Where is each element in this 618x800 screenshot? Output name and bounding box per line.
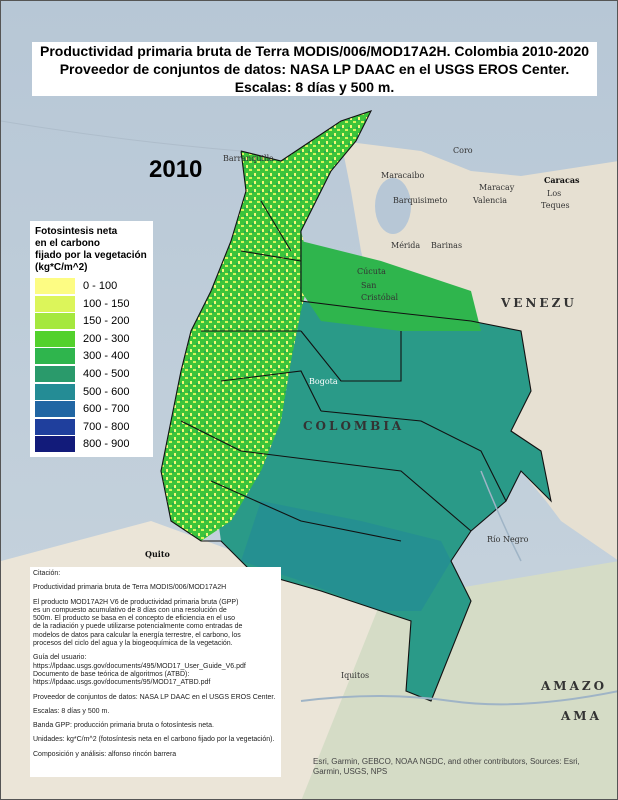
legend-item: 150 - 200 <box>35 313 153 330</box>
label-colombia: COLOMBIA <box>303 419 405 433</box>
legend-title-line: fijado por la vegetación <box>35 250 147 261</box>
legend-label: 0 - 100 <box>83 280 118 292</box>
legend-swatch <box>35 313 75 330</box>
label-merida: Mérida <box>391 241 421 250</box>
citation-line: 500m. El producto se basa en el concepto… <box>33 615 235 623</box>
label-san-cristobal-1: San <box>361 281 377 290</box>
label-rio-negro: Río Negro <box>487 535 529 544</box>
lake-maracaibo <box>375 178 411 234</box>
label-iquitos: Iquitos <box>341 671 370 680</box>
credits-line: Esri, Garmin, GEBCO, NOAA NGDC, and othe… <box>313 757 580 766</box>
citation-line: Escalas: 8 días y 500 m. <box>33 707 110 715</box>
legend-item: 800 - 900 <box>35 436 153 453</box>
map-title: Productividad primaria bruta de Terra MO… <box>32 42 597 96</box>
label-amazonas-2: AMA <box>561 709 602 723</box>
legend-label: 300 - 400 <box>83 350 130 363</box>
legend-title-line: (kg*C/m^2) <box>35 262 88 273</box>
label-cucuta: Cúcuta <box>357 267 386 276</box>
colombia-east-dark <box>241 501 451 611</box>
title-line-2: Proveedor de conjuntos de datos: NASA LP… <box>59 61 570 77</box>
llanos-green <box>301 241 481 331</box>
citation-line: procesos del ciclo del agua y la biogeoq… <box>33 640 233 648</box>
legend-item: 400 - 500 <box>35 366 153 382</box>
colombia-east <box>211 301 551 701</box>
legend-title-line: en el carbono <box>35 238 101 249</box>
citation-line: https://lpdaac.usgs.gov/documents/495/MO… <box>33 662 246 670</box>
credits-line: Garmin, USGS, NPS <box>313 767 388 776</box>
label-barquisimeto: Barquisimeto <box>393 196 448 205</box>
legend-title-line: Fotosintesis neta <box>35 226 118 237</box>
legend-swatch <box>35 383 75 400</box>
legend-item: 0 - 100 <box>35 278 153 294</box>
legend-item: 500 - 600 <box>35 383 153 400</box>
citation-line: https://lpdaac.usgs.gov/documents/95/MOD… <box>33 679 211 687</box>
legend-swatch <box>35 418 75 435</box>
citation-line: de la radiación y puede utilizarse poten… <box>33 623 243 631</box>
label-los-teques-1: Los <box>547 189 562 198</box>
legend-swatch <box>35 436 75 453</box>
legend-item: 300 - 400 <box>35 348 153 365</box>
label-barinas: Barinas <box>431 241 463 250</box>
legend-swatch <box>35 366 75 382</box>
credits: Esri, Garmin, GEBCO, NOAA NGDC, and othe… <box>313 757 613 777</box>
label-maracaibo: Maracaibo <box>381 171 425 180</box>
label-venezuela: VENEZU <box>501 296 577 310</box>
legend-item: 200 - 300 <box>35 330 153 347</box>
label-valencia: Valencia <box>473 196 508 205</box>
citation-line: El producto MOD17A2H V6 de productividad… <box>33 598 239 606</box>
legend-title: Fotosintesis neta en el carbono fijado p… <box>30 221 153 274</box>
label-bogota: Bogota <box>309 377 338 386</box>
legend-label: 800 - 900 <box>83 438 130 451</box>
legend-swatch <box>35 401 75 418</box>
legend-label: 700 - 800 <box>83 420 130 433</box>
legend-label: 500 - 600 <box>83 385 130 398</box>
label-caracas: Caracas <box>544 175 580 185</box>
label-coro: Coro <box>453 146 473 155</box>
citation-lines: Productividad primaria bruta de Terra MO… <box>33 584 281 759</box>
legend-label: 100 - 150 <box>83 297 130 310</box>
legend-swatch <box>35 348 75 365</box>
legend-swatch <box>35 295 75 312</box>
label-barranquilla: Barranquilla <box>223 154 274 163</box>
label-maracay: Maracay <box>479 183 515 192</box>
colombia-west <box>161 111 371 541</box>
legend-item: 100 - 150 <box>35 295 153 312</box>
legend-label: 200 - 300 <box>83 332 130 345</box>
citation-line: Banda GPP: producción primaria bruta o f… <box>33 722 214 730</box>
citation-line: es un compuesto acumulativo de 8 días co… <box>33 606 227 614</box>
year-label: 2010 <box>149 156 203 183</box>
legend-swatch <box>35 330 75 347</box>
legend-label: 150 - 200 <box>83 315 130 328</box>
legend-swatch <box>35 278 75 294</box>
label-quito: Quito <box>145 549 170 559</box>
rio-negro <box>480 470 522 562</box>
legend-item: 700 - 800 <box>35 418 153 435</box>
citation-line: Unidades: kg*C/m^2 (fotosíntesis neta en… <box>33 736 275 744</box>
label-los-teques-2: Teques <box>541 201 570 210</box>
citation-line: Productividad primaria bruta de Terra MO… <box>33 584 227 592</box>
title-line-3: Escalas: 8 días y 500 m. <box>234 79 395 95</box>
citation-line: Guía del usuario: <box>33 654 87 662</box>
citation-line: modelos de datos para calcular la energí… <box>33 631 241 639</box>
citation-line: Composición y análisis: alfonso rincón b… <box>33 750 177 758</box>
citation-line: Documento de base teórica de algoritmos … <box>33 670 190 678</box>
legend-label: 400 - 500 <box>83 368 130 380</box>
citation-line: Proveedor de conjuntos de datos: NASA LP… <box>33 693 276 701</box>
legend: Fotosintesis neta en el carbono fijado p… <box>30 221 153 457</box>
label-amazonas-1: AMAZO <box>541 679 608 693</box>
title-line-1: Productividad primaria bruta de Terra MO… <box>39 43 590 59</box>
legend-item: 600 - 700 <box>35 401 153 418</box>
citation-heading: Citación: <box>33 570 61 577</box>
north-coast <box>1 120 242 152</box>
legend-label: 600 - 700 <box>83 403 130 416</box>
label-san-cristobal-2: Cristóbal <box>361 293 399 302</box>
amazon-region <box>301 561 617 799</box>
citation-box: Citación: Productividad primaria bruta d… <box>30 567 281 777</box>
amazon-river <box>300 690 617 706</box>
